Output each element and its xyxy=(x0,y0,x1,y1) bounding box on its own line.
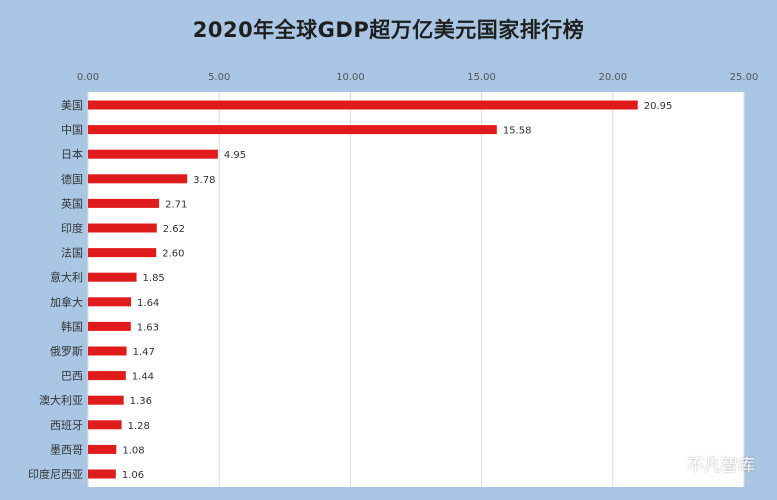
bar xyxy=(88,371,126,381)
category-label: 法国 xyxy=(61,246,83,260)
bar xyxy=(88,223,157,233)
value-label: 1.08 xyxy=(122,445,144,456)
value-label: 2.60 xyxy=(162,249,184,260)
bar xyxy=(88,420,122,430)
value-label: 1.28 xyxy=(128,421,150,432)
category-label: 德国 xyxy=(61,172,83,186)
category-label: 澳大利亚 xyxy=(39,393,83,407)
value-label: 2.71 xyxy=(165,199,187,210)
value-label: 2.62 xyxy=(163,224,185,235)
wechat-icon xyxy=(655,453,681,474)
value-label: 1.44 xyxy=(132,372,154,383)
bar xyxy=(88,100,638,110)
bar xyxy=(88,469,116,479)
x-tick-label: 20.00 xyxy=(598,72,627,83)
bar xyxy=(88,125,497,135)
bar xyxy=(88,174,188,184)
bar xyxy=(88,272,137,282)
category-label: 印度 xyxy=(61,221,83,235)
category-label: 中国 xyxy=(61,124,83,137)
chart-title: 2020年全球GDP超万亿美元国家排行榜 xyxy=(192,18,585,42)
value-label: 20.95 xyxy=(644,101,673,112)
x-tick-label: 5.00 xyxy=(208,72,230,83)
bar xyxy=(88,395,124,405)
value-label: 4.95 xyxy=(224,150,246,161)
value-label: 15.58 xyxy=(503,126,532,137)
category-label: 日本 xyxy=(61,147,83,161)
bar xyxy=(88,248,157,258)
watermark: 不凡智库 xyxy=(655,451,755,476)
category-label: 英国 xyxy=(61,196,83,210)
x-tick-label: 0.00 xyxy=(77,72,99,83)
value-label: 1.47 xyxy=(133,347,155,358)
category-label: 俄罗斯 xyxy=(50,345,83,358)
bar xyxy=(88,321,131,331)
value-label: 1.64 xyxy=(137,298,159,309)
value-label: 1.36 xyxy=(130,396,152,407)
category-label: 墨西哥 xyxy=(50,443,83,456)
bar xyxy=(88,149,218,159)
category-label: 巴西 xyxy=(61,370,83,383)
bar xyxy=(88,297,132,307)
x-tick-label: 25.00 xyxy=(730,72,759,83)
value-label: 1.63 xyxy=(137,322,159,333)
bar xyxy=(88,198,160,208)
bar xyxy=(88,444,117,454)
category-label: 美国 xyxy=(61,99,83,112)
category-label: 意大利 xyxy=(50,270,83,284)
category-label: 西班牙 xyxy=(50,419,83,432)
watermark-text: 不凡智库 xyxy=(687,456,755,476)
category-label: 韩国 xyxy=(61,319,83,333)
value-label: 1.06 xyxy=(122,470,144,481)
value-label: 1.85 xyxy=(143,273,165,284)
value-label: 3.78 xyxy=(193,175,215,186)
bar xyxy=(88,346,127,356)
category-label: 印度尼西亚 xyxy=(28,467,83,481)
x-tick-label: 15.00 xyxy=(467,72,496,83)
x-tick-label: 10.00 xyxy=(336,72,365,83)
category-label: 加拿大 xyxy=(50,295,83,309)
